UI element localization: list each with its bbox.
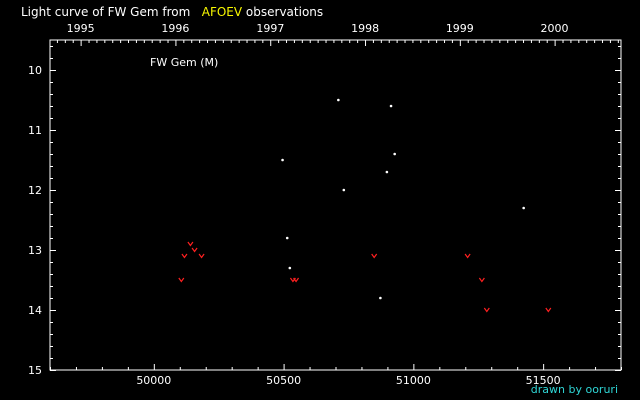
upper-limit-point bbox=[478, 277, 485, 283]
upper-limit-point bbox=[191, 247, 198, 253]
detection-point bbox=[337, 98, 340, 102]
top-year-label: 1995 bbox=[67, 22, 95, 35]
plot-frame bbox=[49, 39, 622, 371]
detection-point bbox=[385, 170, 389, 174]
detection-point bbox=[288, 266, 292, 270]
upper-limit-point bbox=[483, 307, 490, 313]
detection-point bbox=[285, 236, 289, 240]
top-year-label: 1999 bbox=[446, 22, 474, 35]
detection-point bbox=[342, 188, 346, 192]
upper-limit-point bbox=[464, 253, 471, 259]
upper-limit-point bbox=[371, 253, 378, 259]
y-tick-label: 10 bbox=[28, 64, 42, 77]
title-prefix: Light curve of FW Gem from bbox=[21, 5, 191, 19]
x-tick-label: 50000 bbox=[136, 374, 171, 387]
upper-limit-point bbox=[181, 253, 188, 259]
upper-limit-point bbox=[178, 277, 185, 283]
y-tick-label: 11 bbox=[28, 124, 42, 137]
detection-point bbox=[379, 296, 382, 300]
upper-limit-point bbox=[293, 277, 300, 283]
credit-text: drawn by ooruri bbox=[530, 383, 618, 396]
top-year-label: 1996 bbox=[161, 22, 189, 35]
top-year-label: 1998 bbox=[351, 22, 379, 35]
upper-limit-point bbox=[187, 241, 194, 247]
x-tick-label: 51500 bbox=[526, 374, 561, 387]
x-tick-label: 50500 bbox=[266, 374, 301, 387]
legend-label: FW Gem (M) bbox=[150, 56, 218, 69]
detection-point bbox=[522, 206, 525, 210]
x-tick-label: 51000 bbox=[396, 374, 431, 387]
chart-title: Light curve of FW Gem from AFOEV observa… bbox=[21, 5, 323, 19]
y-tick-label: 13 bbox=[28, 244, 42, 257]
upper-limit-point bbox=[198, 253, 205, 259]
detection-point bbox=[389, 104, 393, 108]
top-year-label: 1997 bbox=[256, 22, 284, 35]
y-tick-label: 15 bbox=[28, 364, 42, 377]
title-highlight: AFOEV bbox=[201, 5, 243, 19]
upper-limit-point bbox=[545, 307, 552, 313]
y-tick-label: 12 bbox=[28, 184, 42, 197]
top-year-label: 2000 bbox=[541, 22, 569, 35]
title-suffix: observations bbox=[245, 5, 324, 19]
detection-point bbox=[393, 152, 396, 156]
y-tick-label: 14 bbox=[28, 304, 42, 317]
detection-point bbox=[281, 158, 284, 162]
